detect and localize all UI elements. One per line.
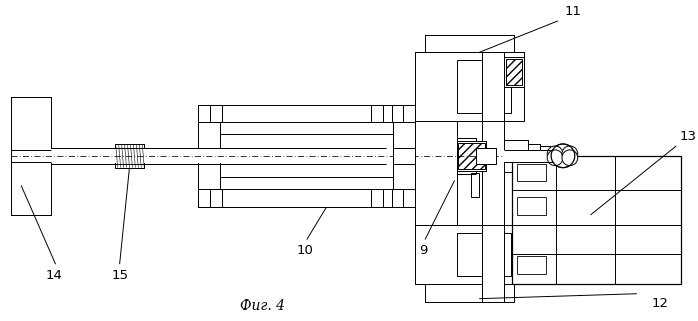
Bar xyxy=(512,156,681,284)
Bar xyxy=(210,105,222,122)
Text: 15: 15 xyxy=(111,269,128,282)
Bar xyxy=(403,105,415,122)
Text: 9: 9 xyxy=(419,245,427,257)
Bar xyxy=(456,138,476,174)
Bar xyxy=(415,121,456,225)
Text: 11: 11 xyxy=(564,5,581,18)
Bar xyxy=(540,146,550,166)
Bar xyxy=(425,35,514,52)
Circle shape xyxy=(562,150,578,166)
Bar xyxy=(198,105,415,122)
Bar xyxy=(14,150,51,162)
Bar xyxy=(210,189,222,207)
Bar xyxy=(471,173,480,197)
Bar xyxy=(415,121,456,225)
Bar xyxy=(198,105,210,122)
Bar xyxy=(517,197,547,215)
Bar xyxy=(415,82,456,230)
Bar xyxy=(456,141,486,170)
Bar xyxy=(477,149,495,163)
Text: 13: 13 xyxy=(679,130,696,143)
Bar xyxy=(11,97,51,215)
Bar xyxy=(220,134,394,178)
Bar xyxy=(456,233,511,276)
Bar xyxy=(198,189,415,207)
Bar xyxy=(198,189,210,207)
Bar xyxy=(504,57,524,87)
Bar xyxy=(528,144,540,168)
Bar xyxy=(392,189,403,207)
Bar xyxy=(504,140,528,171)
Bar xyxy=(403,189,415,207)
Bar xyxy=(504,150,563,162)
Bar xyxy=(403,105,415,122)
Bar xyxy=(198,105,210,122)
Bar xyxy=(210,189,222,207)
Bar xyxy=(394,105,415,207)
Bar xyxy=(220,122,394,134)
Bar xyxy=(220,122,394,134)
Bar xyxy=(220,178,394,189)
Text: 14: 14 xyxy=(45,269,62,282)
Bar xyxy=(220,178,394,189)
Bar xyxy=(371,105,383,122)
Bar xyxy=(540,146,550,166)
Bar xyxy=(51,149,385,163)
Bar xyxy=(198,105,220,207)
Bar xyxy=(198,189,415,207)
Bar xyxy=(415,225,524,284)
Bar xyxy=(528,144,540,168)
Bar xyxy=(415,52,524,121)
Bar xyxy=(371,105,383,122)
Circle shape xyxy=(547,150,563,166)
Bar xyxy=(415,225,524,284)
Bar xyxy=(371,189,383,207)
Bar xyxy=(482,121,504,225)
Bar xyxy=(198,189,210,207)
Bar xyxy=(506,59,521,85)
Bar xyxy=(371,189,383,207)
Bar xyxy=(198,105,415,122)
Bar xyxy=(482,121,504,225)
Bar xyxy=(517,256,547,274)
Bar xyxy=(476,148,496,164)
Text: 12: 12 xyxy=(652,297,669,310)
Bar xyxy=(425,284,514,302)
Bar xyxy=(504,140,528,171)
Bar xyxy=(482,52,504,302)
Bar xyxy=(482,52,504,302)
Bar xyxy=(415,82,456,230)
Bar xyxy=(198,105,220,207)
Text: 10: 10 xyxy=(297,245,313,257)
Bar xyxy=(114,144,144,168)
Bar xyxy=(114,144,144,168)
Bar xyxy=(415,52,524,121)
Circle shape xyxy=(547,146,563,162)
Bar xyxy=(392,105,403,122)
Bar xyxy=(456,121,482,225)
Bar xyxy=(517,164,547,181)
Bar xyxy=(392,189,403,207)
Bar xyxy=(394,148,415,164)
Bar xyxy=(392,105,403,122)
Bar xyxy=(456,60,511,113)
Circle shape xyxy=(562,146,578,162)
Bar xyxy=(457,143,485,169)
Bar xyxy=(425,284,514,302)
Bar xyxy=(11,97,51,215)
Bar xyxy=(425,35,514,52)
Bar xyxy=(210,105,222,122)
Text: Фиг. 4: Фиг. 4 xyxy=(240,299,285,313)
Bar xyxy=(394,105,415,207)
Bar xyxy=(456,138,476,174)
Bar xyxy=(403,189,415,207)
